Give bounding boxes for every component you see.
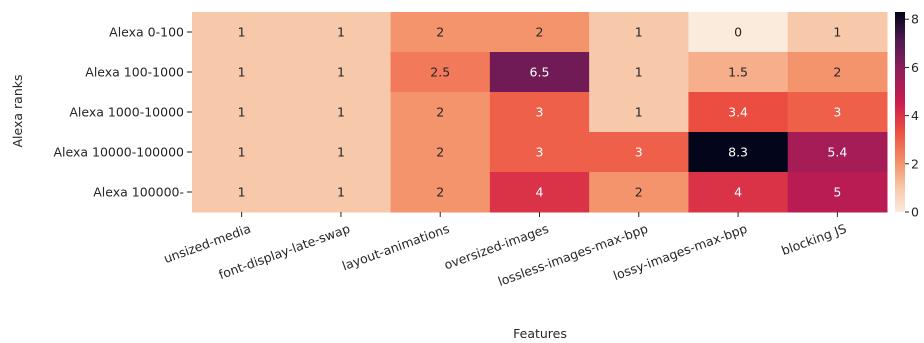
cell-value-label: 8.3 <box>728 145 748 160</box>
cell-value-label: 2.5 <box>430 65 450 80</box>
heatmap-cell <box>291 172 392 213</box>
cell-value-label: 2 <box>635 185 643 200</box>
heatmap-cell <box>688 92 789 133</box>
cell-value-label: 1 <box>833 25 841 40</box>
heatmap-cell <box>787 92 888 133</box>
cell-value-label: 4 <box>536 185 544 200</box>
cell-value-label: 3 <box>635 145 643 160</box>
cell-value-label: 2 <box>833 65 841 80</box>
heatmap-cell <box>192 52 292 93</box>
cell-value-label: 1 <box>238 185 246 200</box>
cell-value-label: 2 <box>536 25 544 40</box>
heatmap-cell <box>192 12 292 53</box>
cell-value-label: 3 <box>536 105 544 120</box>
x-axis-title: Features <box>513 326 567 341</box>
heatmap-cell <box>291 132 392 173</box>
heatmap-cell <box>390 12 491 53</box>
cell-value-label: 1 <box>635 65 643 80</box>
cell-value-label: 1 <box>635 25 643 40</box>
heatmap-cell <box>688 132 789 173</box>
cell-value-label: 3 <box>833 105 841 120</box>
cell-value-label: 1 <box>337 65 345 80</box>
heatmap-cell <box>489 92 590 133</box>
colorbar-tick-label: 6 <box>911 60 919 75</box>
cell-value-label: 1 <box>238 145 246 160</box>
heatmap-cell <box>390 52 491 93</box>
cell-value-label: 4 <box>734 185 742 200</box>
y-axis-title: Alexa ranks <box>10 75 25 148</box>
x-axis-ticks: unsized-mediafont-display-late-swaplayou… <box>162 212 848 289</box>
heatmap-cell <box>192 132 292 173</box>
x-tick-label: layout-animations <box>340 221 451 274</box>
heatmap-cell <box>589 52 689 93</box>
y-tick-label: Alexa 1000-10000 <box>69 105 184 120</box>
heatmap-cell <box>589 172 689 213</box>
cell-value-label: 1 <box>238 65 246 80</box>
colorbar-tick-label: 4 <box>911 108 919 123</box>
heatmap-cell <box>489 52 590 93</box>
cell-value-label: 0 <box>734 25 742 40</box>
heatmap-cell <box>688 172 789 213</box>
cell-value-label: 5.4 <box>827 145 847 160</box>
y-axis-ticks: Alexa 0-100 Alexa 100-1000 Alexa 1000-1000… <box>53 25 192 200</box>
heatmap-cell <box>589 132 689 173</box>
heatmap-cell <box>291 12 392 53</box>
cell-value-label: 1 <box>337 145 345 160</box>
colorbar-tick-label: 0 <box>911 205 919 220</box>
heatmap-cell <box>390 92 491 133</box>
heatmap-cell <box>489 132 590 173</box>
cell-value-label: 1 <box>238 25 246 40</box>
cell-value-label: 1.5 <box>728 65 748 80</box>
heatmap-cell <box>589 12 689 53</box>
colorbar-gradient <box>895 12 905 212</box>
cell-value-label: 2 <box>436 105 444 120</box>
x-tick-label: blocking JS <box>779 221 848 258</box>
heatmap-cell <box>787 52 888 93</box>
cell-value-label: 1 <box>337 185 345 200</box>
colorbar: 0 2 4 6 8 <box>895 12 919 220</box>
heatmap-cell <box>489 172 590 213</box>
cell-value-label: 2 <box>436 25 444 40</box>
cell-value-label: 3 <box>536 145 544 160</box>
colorbar-tick-label: 8 <box>911 12 919 27</box>
cell-value-label: 5 <box>833 185 841 200</box>
heatmap-cells: 1 1 2 2 1 0 1 1 1 2.5 6.5 1 1.5 2 1 1 2 3 1 3.4 3 1 1 2 3 3 8.3 5.4… <box>192 12 888 213</box>
heatmap-cell <box>390 172 491 213</box>
heatmap-cell <box>291 92 392 133</box>
cell-value-label: 2 <box>436 145 444 160</box>
y-tick-label: Alexa 0-100 <box>109 25 184 40</box>
heatmap-cell <box>688 12 789 53</box>
y-tick-label: Alexa 100-1000 <box>85 65 184 80</box>
heatmap-cell <box>688 52 789 93</box>
heatmap-cell <box>787 132 888 173</box>
cell-value-label: 3.4 <box>728 105 748 120</box>
cell-value-label: 1 <box>635 105 643 120</box>
heatmap-cell <box>787 172 888 213</box>
heatmap-cell <box>390 132 491 173</box>
heatmap-cell <box>192 172 292 213</box>
heatmap-cell <box>589 92 689 133</box>
heatmap-cell <box>489 12 590 53</box>
y-tick-label: Alexa 10000-100000 <box>53 145 184 160</box>
cell-value-label: 1 <box>337 105 345 120</box>
y-tick-label: Alexa 100000- <box>93 185 184 200</box>
cell-value-label: 1 <box>337 25 345 40</box>
heatmap-cell <box>192 92 292 133</box>
cell-value-label: 2 <box>436 185 444 200</box>
cell-value-label: 6.5 <box>530 65 550 80</box>
heatmap-cell <box>787 12 888 53</box>
colorbar-tick-label: 2 <box>911 156 919 171</box>
cell-value-label: 1 <box>238 105 246 120</box>
heatmap-cell <box>291 52 392 93</box>
